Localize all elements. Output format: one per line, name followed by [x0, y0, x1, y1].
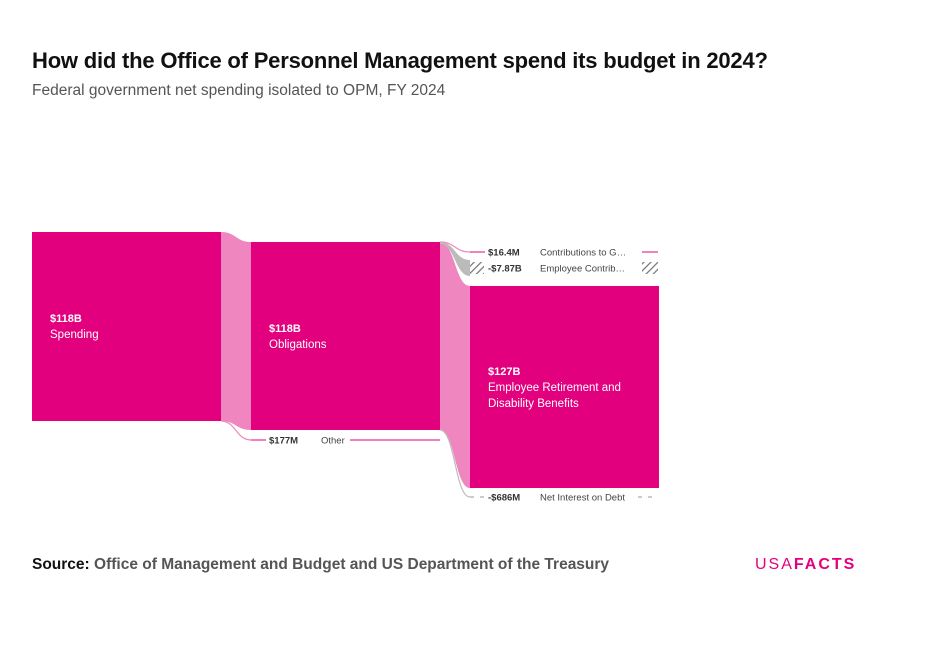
link-obligations-net-interest	[439, 429, 471, 498]
link-spending-obligations	[221, 232, 251, 430]
node-label-obligations: Obligations	[269, 339, 327, 351]
source-text: Office of Management and Budget and US D…	[94, 556, 610, 573]
chart-subtitle: Federal government net spending isolated…	[32, 82, 446, 99]
link-obligations-employee-contrib	[440, 242, 470, 276]
link-obligations-contributions	[439, 241, 471, 253]
node-label-employee_contrib: Employee Contrib…	[540, 264, 625, 275]
logo-bold-text: FACTS	[793, 556, 857, 573]
node-value-retirement: $127B	[488, 366, 520, 378]
source-line: Source: Office of Management and Budget …	[32, 556, 609, 574]
node-obligations	[251, 242, 440, 430]
source-label: Source:	[32, 556, 90, 573]
logo-light-text: USA	[755, 556, 794, 573]
node-value-obligations: $118B	[269, 323, 301, 335]
node-value-contrib_gov: $16.4M	[488, 248, 520, 259]
node-value-other: $177M	[269, 436, 298, 447]
node-value-spending: $118B	[50, 313, 82, 325]
node-value-net_interest: -$686M	[488, 493, 520, 504]
node-spending	[32, 232, 221, 421]
node-value-employee_contrib: -$7.87B	[488, 264, 522, 275]
link-spending-other	[220, 420, 252, 441]
chart-title: How did the Office of Personnel Manageme…	[32, 48, 768, 73]
node-label-spending: Spending	[50, 329, 99, 341]
node-label-other: Other	[321, 436, 345, 447]
link-obligations-retirement	[440, 242, 470, 488]
node-retirement	[470, 286, 659, 488]
negative-marker-employee_contrib	[470, 262, 484, 274]
negative-marker-end-employee_contrib	[642, 262, 658, 274]
node-label-net_interest: Net Interest on Debt	[540, 493, 625, 504]
node-label-retirement: Employee Retirement and Disability Benefi…	[488, 382, 621, 410]
usafacts-logo: USAFACTS	[755, 556, 856, 574]
node-label-contrib_gov: Contributions to G…	[540, 248, 626, 259]
